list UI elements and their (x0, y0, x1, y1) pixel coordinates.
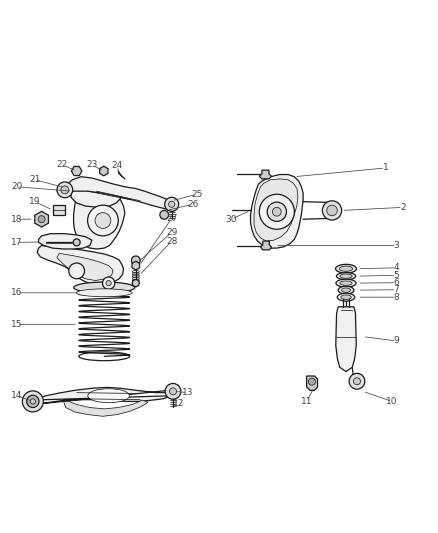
Text: 20: 20 (11, 182, 22, 191)
Text: 8: 8 (393, 293, 399, 302)
Text: 7: 7 (393, 285, 399, 294)
Circle shape (170, 388, 177, 395)
Text: 16: 16 (11, 288, 22, 297)
Polygon shape (53, 205, 65, 215)
Ellipse shape (336, 264, 357, 273)
Text: 19: 19 (29, 197, 41, 206)
Circle shape (106, 280, 111, 286)
Text: 3: 3 (393, 241, 399, 250)
Circle shape (308, 378, 315, 385)
Ellipse shape (336, 273, 356, 280)
Polygon shape (39, 233, 92, 249)
Text: 4: 4 (394, 263, 399, 272)
Ellipse shape (337, 293, 355, 301)
Text: 5: 5 (393, 271, 399, 280)
Polygon shape (37, 246, 124, 285)
Circle shape (272, 207, 281, 216)
Ellipse shape (336, 279, 356, 287)
Circle shape (27, 395, 39, 408)
Circle shape (267, 202, 286, 221)
Circle shape (30, 399, 35, 404)
Ellipse shape (340, 281, 352, 285)
Text: 1: 1 (382, 164, 389, 173)
Polygon shape (261, 241, 272, 250)
Circle shape (327, 205, 337, 216)
Text: 9: 9 (393, 336, 399, 345)
Circle shape (57, 182, 73, 198)
Text: 12: 12 (173, 399, 184, 408)
Circle shape (259, 194, 294, 229)
Circle shape (73, 239, 80, 246)
Circle shape (160, 211, 169, 219)
Text: 30: 30 (226, 215, 237, 224)
Polygon shape (74, 197, 125, 249)
Circle shape (165, 383, 181, 399)
Ellipse shape (76, 289, 132, 297)
Circle shape (132, 280, 139, 287)
Text: 22: 22 (57, 160, 68, 169)
Text: 15: 15 (11, 320, 22, 329)
Polygon shape (64, 400, 148, 416)
Circle shape (22, 391, 43, 412)
Polygon shape (336, 307, 356, 372)
Polygon shape (259, 170, 272, 179)
Text: 6: 6 (393, 278, 399, 287)
Ellipse shape (340, 274, 352, 278)
Circle shape (322, 201, 342, 220)
Text: 11: 11 (301, 397, 312, 406)
Text: 2: 2 (400, 203, 406, 212)
Polygon shape (254, 179, 298, 241)
Circle shape (95, 213, 111, 229)
Text: 23: 23 (86, 160, 98, 169)
Circle shape (102, 277, 115, 289)
Polygon shape (33, 387, 172, 405)
Polygon shape (251, 174, 303, 248)
Polygon shape (307, 376, 318, 391)
Text: 13: 13 (182, 388, 193, 397)
Text: 14: 14 (11, 391, 22, 400)
Text: 27: 27 (166, 214, 177, 223)
Circle shape (353, 378, 360, 385)
Circle shape (61, 186, 69, 194)
Polygon shape (65, 177, 170, 209)
Text: 25: 25 (191, 190, 203, 199)
Text: 28: 28 (166, 237, 177, 246)
Text: 26: 26 (187, 200, 198, 209)
Circle shape (69, 263, 85, 279)
Circle shape (88, 205, 118, 236)
Text: 21: 21 (29, 175, 41, 184)
Text: 10: 10 (386, 397, 398, 406)
Circle shape (349, 374, 365, 389)
Ellipse shape (338, 286, 354, 294)
Circle shape (169, 201, 175, 207)
Circle shape (38, 216, 45, 223)
Ellipse shape (341, 295, 351, 300)
Text: 24: 24 (112, 161, 123, 170)
Ellipse shape (342, 288, 350, 292)
Polygon shape (71, 187, 122, 207)
Circle shape (165, 197, 179, 211)
Text: 17: 17 (11, 238, 22, 247)
Text: 18: 18 (11, 215, 22, 224)
Circle shape (131, 256, 140, 265)
Polygon shape (57, 253, 113, 280)
Ellipse shape (88, 389, 130, 403)
Ellipse shape (339, 266, 353, 271)
Text: 29: 29 (166, 228, 177, 237)
Ellipse shape (74, 282, 135, 293)
